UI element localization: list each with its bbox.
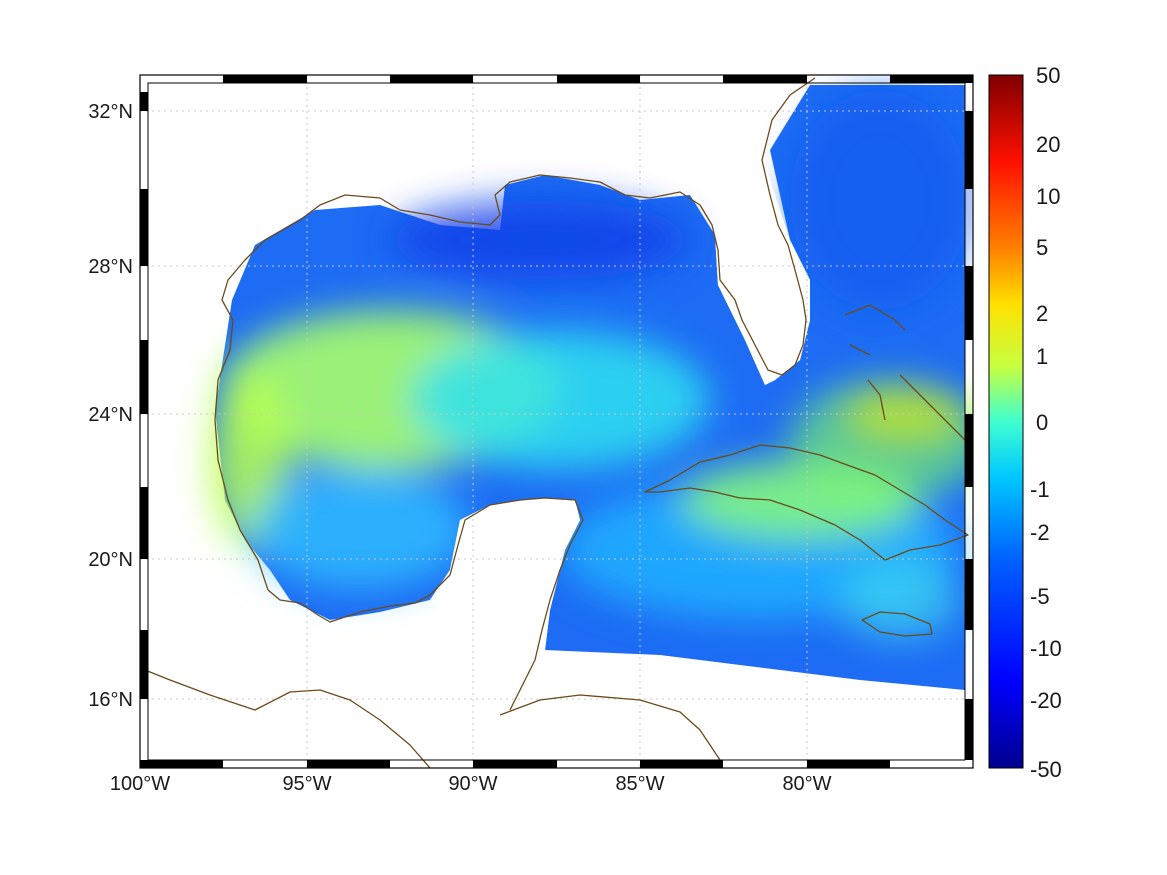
colorbar-label-neg50: -50 (1030, 757, 1062, 782)
anomaly-jamaica-west (840, 560, 960, 640)
colorbar-label-0: 0 (1036, 410, 1048, 435)
colorbar-label-neg5: -5 (1030, 584, 1050, 609)
coastline-central-america (140, 667, 431, 768)
colorbar-label-2: 2 (1036, 301, 1048, 326)
lat-tick-16n: 16°N (88, 689, 133, 711)
anomaly-central (410, 330, 710, 470)
ocean-field (210, 85, 973, 690)
lat-tick-24n: 24°N (88, 404, 133, 426)
lon-tick-80w: 80°W (782, 773, 831, 795)
anomaly-atlantic (790, 90, 970, 310)
colorbar-label-neg20: -20 (1030, 688, 1062, 713)
coastline-honduras (499, 694, 721, 761)
colorbar-label-neg2: -2 (1030, 520, 1050, 545)
colorbar-label-neg1: -1 (1030, 477, 1050, 502)
lon-tick-95w: 95°W (282, 773, 331, 795)
coastline-mexico-us-gulf (214, 77, 816, 591)
florida-land (715, 150, 810, 385)
coastline-mexico-south (267, 497, 584, 711)
coastlines (140, 77, 969, 768)
colorbar-label-neg10: -10 (1030, 636, 1062, 661)
anomaly-north-gulf (390, 200, 690, 280)
anomaly-south-gulf (250, 470, 470, 590)
colorbar-gradient (988, 74, 1024, 769)
lon-tick-85w: 85°W (615, 773, 664, 795)
graticule (140, 75, 973, 768)
colorbar: 50 20 10 5 2 1 0 -1 -2 -5 -10 -20 -50 (988, 63, 1062, 782)
lat-tick-28n: 28°N (88, 256, 133, 278)
coastline-bahamas (844, 304, 966, 441)
lon-tick-90w: 90°W (448, 773, 497, 795)
yucatan-land (430, 498, 580, 650)
coastline-cuba (644, 444, 969, 561)
colorbar-label-10: 10 (1036, 184, 1060, 209)
coastline-jamaica (861, 611, 933, 637)
lon-tick-labels: 100°W 95°W 90°W 85°W 80°W (110, 773, 832, 795)
map-frame (139, 74, 974, 769)
colorbar-label-1: 1 (1036, 344, 1048, 369)
colorbar-label-20: 20 (1036, 132, 1060, 157)
anomaly-bahamas-halo (790, 380, 973, 500)
lat-tick-20n: 20°N (88, 549, 133, 571)
lat-tick-labels: 32°N 28°N 24°N 20°N 16°N (88, 101, 133, 711)
colorbar-label-5: 5 (1036, 235, 1048, 260)
lon-tick-100w: 100°W (110, 773, 170, 795)
lat-tick-32n: 32°N (88, 101, 133, 123)
colorbar-tick-labels: 50 20 10 5 2 1 0 -1 -2 -5 -10 -20 -50 (1030, 63, 1062, 782)
colorbar-label-50: 50 (1036, 63, 1060, 88)
